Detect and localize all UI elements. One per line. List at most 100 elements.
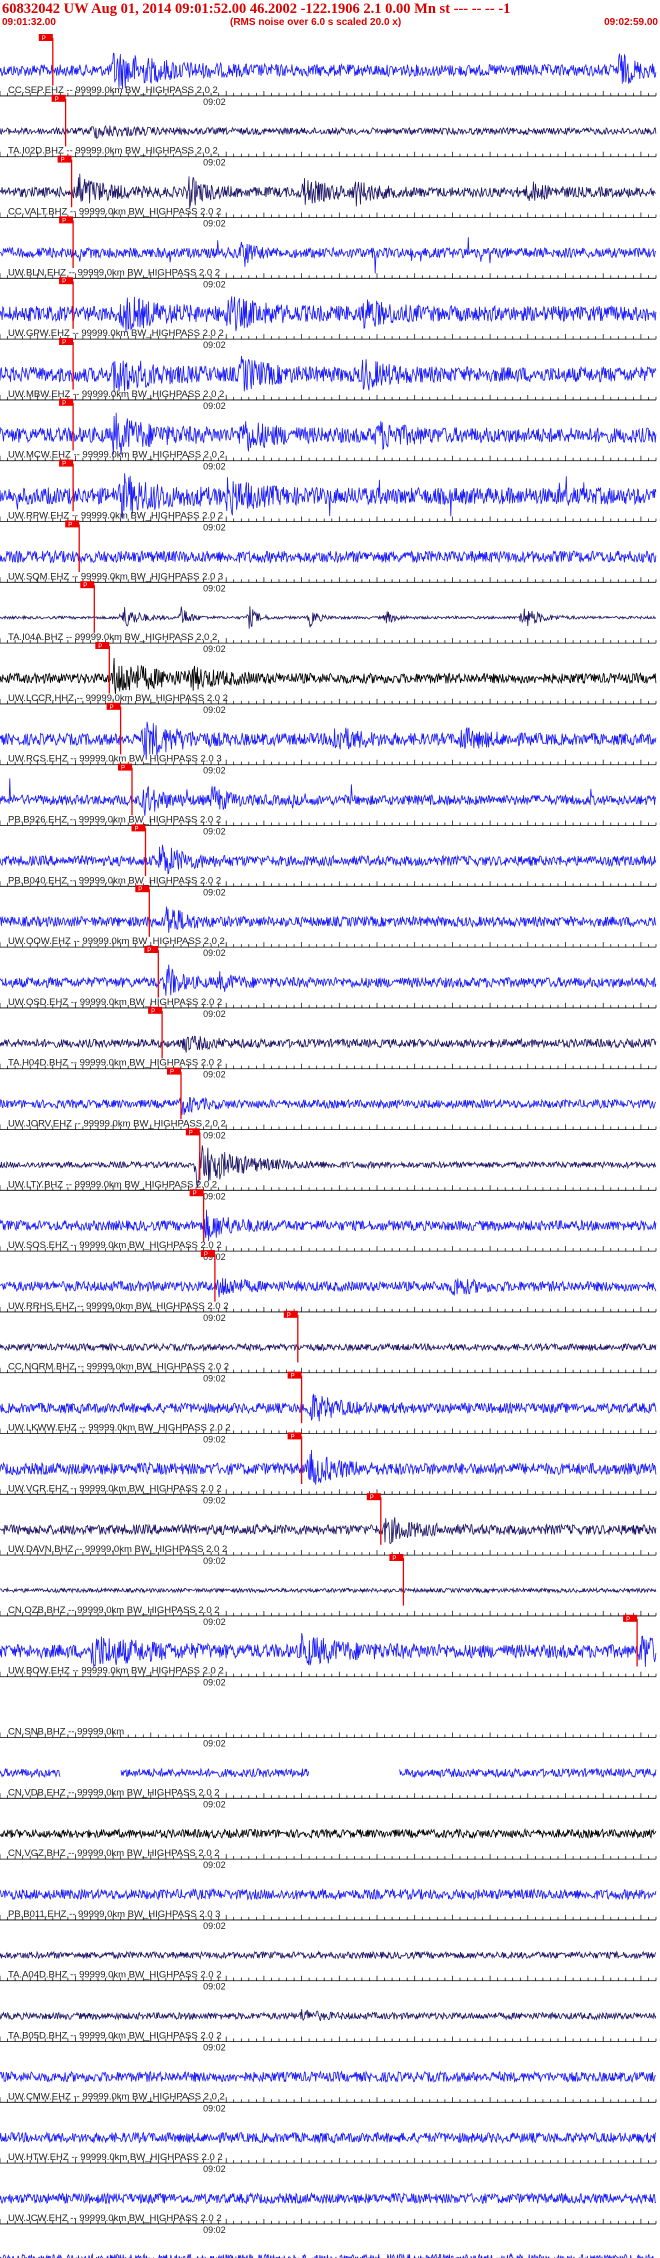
tick-label-35: 09:02 bbox=[203, 2225, 226, 2235]
tick-label-4: 09:02 bbox=[203, 340, 226, 350]
tick-label-10: 09:02 bbox=[203, 705, 226, 715]
trace-16 bbox=[0, 1035, 657, 1053]
trace-31 bbox=[0, 1950, 657, 1960]
channel-label-19: UW.SOS.EHZ -- 99999.0km BW_HIGHPASS 2.0 … bbox=[8, 1240, 222, 1251]
trace-3 bbox=[0, 237, 657, 274]
pick-box-10 bbox=[95, 642, 110, 649]
tick-label-32: 09:02 bbox=[203, 2043, 226, 2053]
pick-box-5 bbox=[59, 338, 74, 345]
trace-15 bbox=[0, 964, 657, 996]
channel-label-11: UW.RCS.EHZ -- 99999.0km BW_HIGHPASS 2.0 … bbox=[8, 754, 222, 765]
channel-label-1: TA.I02D.BHZ -- 99999.0km BW_HIGHPASS 2.0… bbox=[8, 146, 218, 157]
tick-label-1: 09:02 bbox=[203, 158, 226, 168]
channel-label-12: PB.B926.EHZ -- 99999.0km BW_HIGHPASS 2.0… bbox=[8, 815, 221, 826]
pick-box-0 bbox=[38, 34, 53, 41]
tick-label-26: 09:02 bbox=[203, 1678, 226, 1688]
pick-label-15: P bbox=[147, 948, 151, 954]
pick-box-3 bbox=[59, 216, 74, 224]
trace-0 bbox=[0, 52, 657, 90]
pick-box-23 bbox=[287, 1432, 302, 1440]
trace-12 bbox=[0, 778, 657, 816]
tick-label-22: 09:02 bbox=[203, 1435, 226, 1445]
trace-13 bbox=[0, 844, 657, 875]
pick-label-10: P bbox=[98, 644, 102, 650]
pick-label-11: P bbox=[110, 705, 114, 711]
tick-label-0: 09:02 bbox=[203, 97, 226, 107]
pick-box-18 bbox=[185, 1128, 200, 1136]
pick-box-6 bbox=[59, 398, 74, 406]
trace-14 bbox=[0, 906, 657, 933]
channel-label-6: UW.MCW.EHZ -- 99999.0km BW_HIGHPASS 2.0 … bbox=[8, 450, 225, 461]
channel-label-8: UW.SQM.EHZ -- 99999.0km BW_HIGHPASS 2.0 … bbox=[8, 571, 223, 582]
trace-23 bbox=[0, 1449, 657, 1485]
pick-label-0: P bbox=[42, 36, 46, 42]
tick-label-27: 09:02 bbox=[203, 1739, 226, 1749]
trace-30 bbox=[0, 1888, 657, 1901]
channel-label-17: UW.JORV.EHZ -- 99999.0km BW_HIGHPASS 2.0… bbox=[8, 1119, 226, 1130]
pick-box-9 bbox=[80, 581, 95, 589]
pick-box-21 bbox=[283, 1310, 298, 1318]
pick-label-26: P bbox=[626, 1617, 630, 1623]
tick-label-16: 09:02 bbox=[203, 1070, 226, 1080]
pick-label-4: P bbox=[62, 279, 66, 285]
trace-20 bbox=[0, 1278, 657, 1298]
tick-label-14: 09:02 bbox=[203, 948, 226, 958]
channel-label-3: UW.BLN.EHZ -- 99999.0km BW_HIGHPASS 2.0 … bbox=[8, 267, 220, 278]
pick-label-25: P bbox=[392, 1556, 396, 1562]
pick-label-19: P bbox=[193, 1191, 197, 1197]
channel-label-32: TA.B05D.BHZ -- 99999.0km BW_HIGHPASS 2.0… bbox=[8, 2031, 221, 2042]
tick-label-6: 09:02 bbox=[203, 462, 226, 472]
trace-28 bbox=[0, 1767, 657, 1779]
trace-1 bbox=[0, 125, 657, 139]
channel-label-7: UW.RPW.EHZ -- 99999.0km BW_HIGHPASS 2.0 … bbox=[8, 511, 223, 522]
tick-label-11: 09:02 bbox=[203, 766, 226, 776]
pick-box-7 bbox=[59, 459, 74, 467]
tick-label-5: 09:02 bbox=[203, 401, 226, 411]
pick-box-12 bbox=[118, 763, 132, 771]
channel-label-13: PB.B040.EHZ -- 99999.0km BW_HIGHPASS 2.0… bbox=[8, 875, 221, 886]
tick-label-3: 09:02 bbox=[203, 279, 226, 289]
channel-label-27: CN.SNB.BHZ -- 99999.0km bbox=[8, 1727, 124, 1738]
channel-label-9: TA.I04A.BHZ -- 99999.0km BW_HIGHPASS 2.0… bbox=[8, 632, 217, 643]
trace-4 bbox=[0, 296, 657, 333]
tick-label-23: 09:02 bbox=[203, 1495, 226, 1505]
trace-21 bbox=[0, 1342, 657, 1353]
tick-label-12: 09:02 bbox=[203, 827, 226, 837]
channel-label-18: UW.LTY.BHZ -- 99999.0km BW_HIGHPASS 2.0 … bbox=[8, 1179, 217, 1190]
channel-label-22: UW.LKWW.EHZ -- 99999.0km BW_HIGHPASS 2.0… bbox=[8, 1423, 231, 1434]
trace-9 bbox=[0, 606, 657, 629]
tick-label-25: 09:02 bbox=[203, 1617, 226, 1627]
pick-box-14 bbox=[135, 885, 150, 893]
tick-label-33: 09:02 bbox=[203, 2103, 226, 2113]
channel-label-26: UW.BOW.EHZ -- 99999.0km BW_HIGHPASS 2.0 … bbox=[8, 1666, 224, 1677]
tick-label-13: 09:02 bbox=[203, 887, 226, 897]
channel-label-16: TA.H04D.BHZ -- 99999.0km BW_HIGHPASS 2.0… bbox=[8, 1058, 222, 1069]
channel-label-25: CN.OZB.BHZ -- 99999.0km BW_HIGHPASS 2.0 … bbox=[8, 1605, 220, 1616]
trace-6 bbox=[0, 412, 657, 456]
trace-5 bbox=[0, 356, 657, 393]
pick-label-5: P bbox=[62, 340, 66, 346]
tick-label-8: 09:02 bbox=[203, 583, 226, 593]
trace-17 bbox=[0, 1096, 657, 1115]
trace-26 bbox=[0, 1633, 657, 1668]
trace-35 bbox=[0, 2191, 657, 2205]
pick-box-25 bbox=[389, 1554, 404, 1561]
tick-label-28: 09:02 bbox=[203, 1799, 226, 1809]
pick-box-19 bbox=[189, 1189, 204, 1197]
channel-label-2: CC.VALT.BHZ -- 99999.0km BW_HIGHPASS 2.0… bbox=[8, 207, 221, 218]
trace-36 bbox=[0, 2252, 654, 2258]
pick-label-18: P bbox=[189, 1130, 193, 1136]
pick-box-2 bbox=[57, 155, 72, 163]
trace-24 bbox=[0, 1517, 657, 1544]
pick-label-13: P bbox=[135, 826, 139, 832]
trace-33 bbox=[0, 2070, 656, 2084]
pick-box-8 bbox=[65, 520, 80, 528]
pick-label-9: P bbox=[83, 583, 87, 589]
tick-label-15: 09:02 bbox=[203, 1009, 226, 1019]
pick-label-8: P bbox=[68, 522, 72, 528]
pick-label-24: P bbox=[370, 1495, 374, 1501]
pick-box-15 bbox=[144, 946, 159, 953]
channel-label-15: UW.OSD.EHZ -- 99999.0km BW_HIGHPASS 2.0 … bbox=[8, 997, 222, 1008]
pick-box-26 bbox=[623, 1614, 638, 1622]
